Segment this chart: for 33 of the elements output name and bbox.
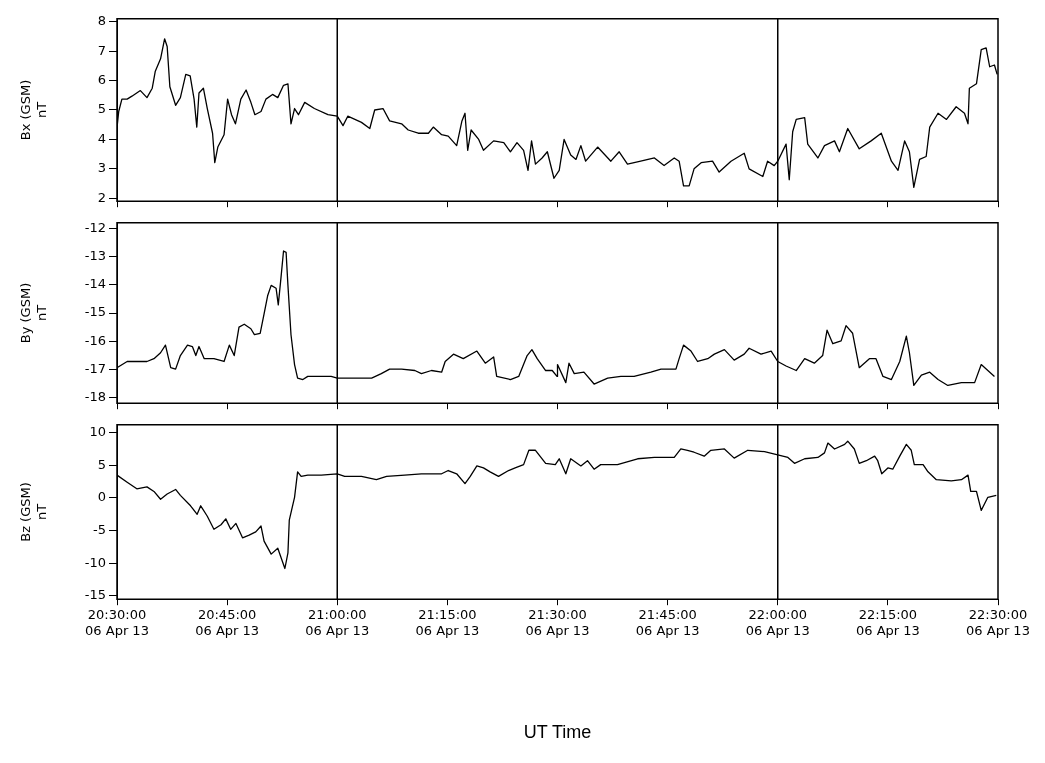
x-tick-label: 21:30:00 06 Apr 13	[525, 607, 590, 638]
y-tick-label: 3	[97, 160, 106, 176]
y-tick-label: -14	[84, 276, 106, 292]
x-tick-label: 22:30:00 06 Apr 13	[966, 607, 1030, 638]
y-axis-title: Bx (GSM) nT	[18, 79, 49, 141]
x-tick-label: 21:45:00 06 Apr 13	[635, 607, 700, 638]
y-axis-title: Bz (GSM) nT	[18, 482, 49, 542]
y-tick-label: 6	[97, 71, 106, 87]
y-tick-label: -13	[84, 248, 106, 263]
y-tick-label: -18	[84, 388, 106, 404]
x-tick-label: 21:15:00 06 Apr 13	[415, 607, 480, 638]
x-tick-label: 22:15:00 06 Apr 13	[855, 607, 920, 638]
x-axis-title: UT Time	[523, 722, 592, 743]
y-tick-label: 10	[89, 424, 106, 440]
y-tick-label: -15	[84, 587, 106, 603]
x-tick-label: 22:00:00 06 Apr 13	[745, 607, 810, 638]
y-tick-label: 5	[97, 101, 106, 117]
y-tick-label: -15	[84, 304, 106, 320]
y-tick-label: 0	[97, 489, 106, 505]
x-tick-label: 20:45:00 06 Apr 13	[195, 607, 260, 638]
y-tick-label: -10	[84, 554, 106, 570]
y-tick-label: 4	[97, 130, 106, 146]
y-tick-label: -17	[84, 360, 106, 376]
y-tick-label: -5	[93, 521, 106, 537]
y-tick-label: 7	[97, 42, 106, 58]
y-tick-label: -12	[84, 219, 106, 235]
x-tick-label: 21:00:00 06 Apr 13	[305, 607, 370, 638]
y-tick-label: 2	[97, 189, 106, 205]
y-tick-label: -16	[84, 332, 106, 348]
y-tick-label: 8	[97, 13, 106, 29]
x-tick-label: 20:30:00 06 Apr 13	[85, 607, 149, 638]
y-axis-title: By (GSM) nT	[18, 282, 49, 344]
y-tick-label: 5	[97, 456, 106, 472]
